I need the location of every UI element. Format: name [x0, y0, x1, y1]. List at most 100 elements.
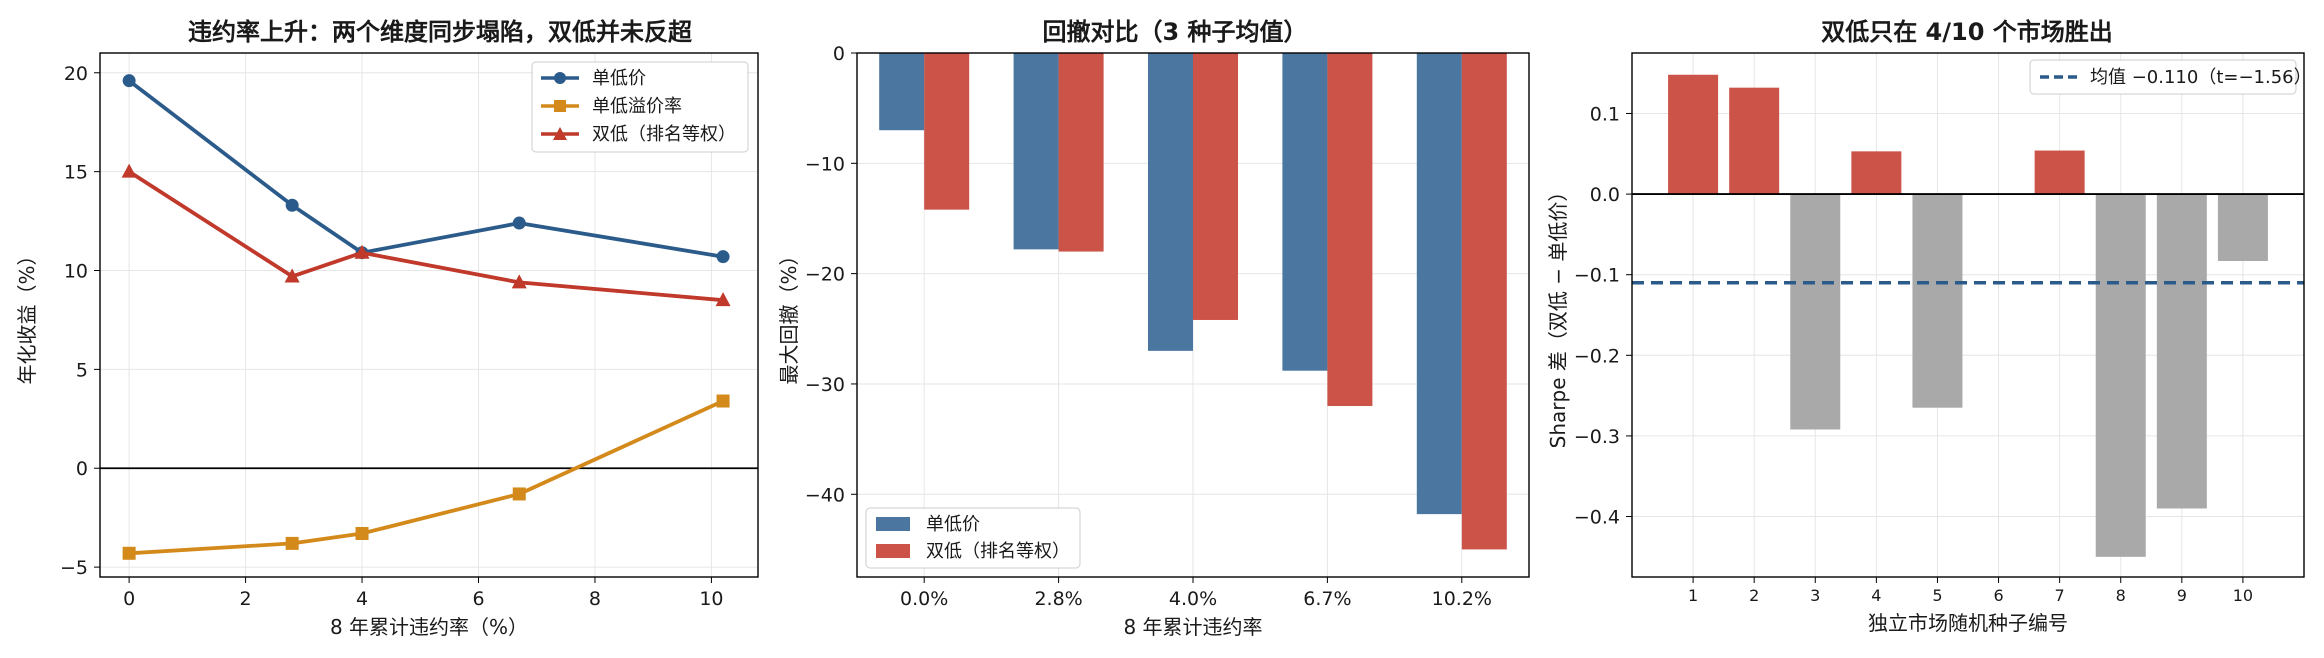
y-tick-label: 0: [833, 43, 845, 65]
x-tick-label: 7: [2055, 586, 2065, 605]
x-tick-label: 2: [240, 588, 252, 610]
panel-line-returns: 违约率上升：两个维度同步塌陷，双低并未反超 0 2 4 6 8 10−505101520 …: [15, 18, 759, 639]
bar-double-low: [1327, 53, 1373, 407]
x-tick-label: 6: [472, 588, 484, 610]
panel2-legend-box: [865, 507, 1081, 569]
x-tick-label: 10.2%: [1432, 588, 1492, 610]
bar-positive: [2034, 150, 2085, 195]
data-point-square: [122, 546, 136, 560]
bar-double-low: [1058, 53, 1104, 252]
y-tick-label: −0.1: [1574, 265, 1620, 287]
panel2-legend: 单低价 双低（排名等权）: [865, 507, 1081, 569]
x-tick-label: 4: [356, 588, 368, 610]
bar-negative: [1912, 194, 1963, 408]
panel2-xlabel: 8 年累计违约率: [1123, 615, 1262, 639]
y-tick-label: −0.3: [1574, 426, 1620, 448]
x-tick-label: 6: [1993, 586, 2003, 605]
bar-double-low: [1461, 53, 1507, 550]
x-tick-label: 4.0%: [1169, 588, 1217, 610]
y-tick-label: 15: [64, 162, 88, 184]
panel2-ticks: 0 −10 −20 −30 −40 0.0% 2.8% 4.0% 6.7% 10.2%: [805, 43, 1492, 610]
x-tick-label: 2.8%: [1034, 588, 1082, 610]
legend-label-low-price: 单低价: [926, 514, 980, 535]
panel1-legend: 单低价 单低溢价率 双低（排名等权）: [531, 61, 749, 153]
legend-square-marker: [554, 100, 566, 112]
panel2-plot: [879, 53, 1507, 550]
x-tick-label: 10: [2233, 586, 2253, 605]
y-tick-label: 5: [76, 359, 88, 381]
y-tick-label: −0.4: [1574, 507, 1620, 529]
panel2-frame: [856, 52, 1530, 578]
y-tick-label: −30: [805, 374, 845, 396]
x-tick-label: 8: [589, 588, 601, 610]
legend-label-double-low: 双低（排名等权）: [592, 124, 736, 145]
y-tick-label: 0.0: [1590, 184, 1620, 206]
bar-positive: [1668, 74, 1719, 195]
data-point-triangle: [715, 292, 731, 307]
data-point-triangle: [121, 163, 137, 178]
panel2-title: 回撤对比（3 种子均值）: [1042, 18, 1307, 46]
panel2-ylabel: 最大回撤（%）: [777, 245, 801, 384]
panel3-frame: [1631, 52, 2305, 578]
data-point-circle: [512, 216, 526, 230]
bar-positive: [1851, 151, 1902, 195]
legend-swatch-low-price: [876, 517, 910, 531]
x-tick-label: 6.7%: [1303, 588, 1351, 610]
panel3-ylabel: Sharpe 差（双低 − 单低价）: [1546, 182, 1570, 449]
bar-negative: [1790, 194, 1841, 430]
series-line-2: [128, 399, 724, 556]
x-tick-label: 0.0%: [900, 588, 948, 610]
bar-low-price: [1013, 53, 1059, 250]
panel1-frame: [99, 52, 759, 578]
x-tick-label: 5: [1932, 586, 1942, 605]
x-tick-label: 0: [123, 588, 135, 610]
y-tick-label: 0: [76, 458, 88, 480]
x-tick-label: 8: [2116, 586, 2126, 605]
legend-circle-marker: [554, 72, 566, 84]
panel3-ticks: 0.1 0.0 −0.1 −0.2 −0.3 −0.4 1 2 3 4 5 6 7 8 9 10: [1574, 103, 2253, 605]
panel-bar-drawdown: 回撤对比（3 种子均值） 0 −10 −20 −30 −40 0.0% 2.8% 4.0% 6.…: [777, 18, 1530, 639]
panel-bar-sharpe-diff: 双低只在 4/10 个市场胜出 0.1 0.0 −0.1 −0.2 −0.3 −0.4 1 2…: [1546, 18, 2312, 635]
bar-low-price: [1148, 53, 1193, 351]
y-tick-label: 20: [64, 63, 88, 85]
x-tick-label: 2: [1749, 586, 1759, 605]
panel3-xlabel: 独立市场随机种子编号: [1868, 611, 2068, 635]
panel1-title: 违约率上升：两个维度同步塌陷，双低并未反超: [188, 18, 693, 46]
legend-label-mean: 均值 −0.110（t=−1.56）: [2090, 67, 2312, 88]
panel3-title: 双低只在 4/10 个市场胜出: [1821, 18, 2113, 46]
panel3-legend: 均值 −0.110（t=−1.56）: [2029, 59, 2312, 95]
legend-label-low-premium: 单低溢价率: [592, 96, 682, 117]
panel1-ticks: 0 2 4 6 8 10 −5 0 5 10 15 20: [60, 63, 724, 610]
panel3-grid: [1632, 53, 2304, 577]
bar-negative: [2156, 194, 2207, 509]
data-point-square: [285, 536, 299, 550]
bar-double-low: [924, 53, 970, 210]
y-tick-label: 0.1: [1590, 103, 1620, 125]
legend-swatch-double-low: [876, 544, 910, 558]
data-point-square: [355, 526, 369, 540]
y-tick-label: −0.2: [1574, 345, 1620, 367]
x-tick-label: 1: [1688, 586, 1698, 605]
legend-label-low-price: 单低价: [592, 68, 646, 89]
bar-low-price: [1282, 53, 1328, 371]
panel1-ylabel: 年化收益（%）: [15, 245, 39, 384]
legend-label-double-low: 双低（排名等权）: [926, 541, 1070, 562]
panel1-legend-box: [531, 61, 749, 153]
data-point-triangle: [284, 268, 300, 283]
panel3-plot: [1632, 74, 2304, 557]
data-point-square: [512, 487, 526, 501]
panel1-xlabel: 8 年累计违约率（%）: [330, 615, 528, 639]
data-point-triangle: [511, 274, 527, 289]
bar-positive: [1729, 87, 1780, 195]
y-tick-label: −10: [805, 153, 845, 175]
bar-low-price: [879, 53, 925, 131]
data-point-triangle: [354, 244, 370, 259]
x-tick-label: 4: [1871, 586, 1881, 605]
series-line-3: [128, 170, 724, 303]
panel3-legend-box: [2029, 59, 2297, 95]
legend-triangle-marker: [553, 127, 567, 140]
y-tick-label: −5: [60, 557, 88, 579]
data-point-square: [716, 394, 730, 408]
x-tick-label: 10: [699, 588, 723, 610]
